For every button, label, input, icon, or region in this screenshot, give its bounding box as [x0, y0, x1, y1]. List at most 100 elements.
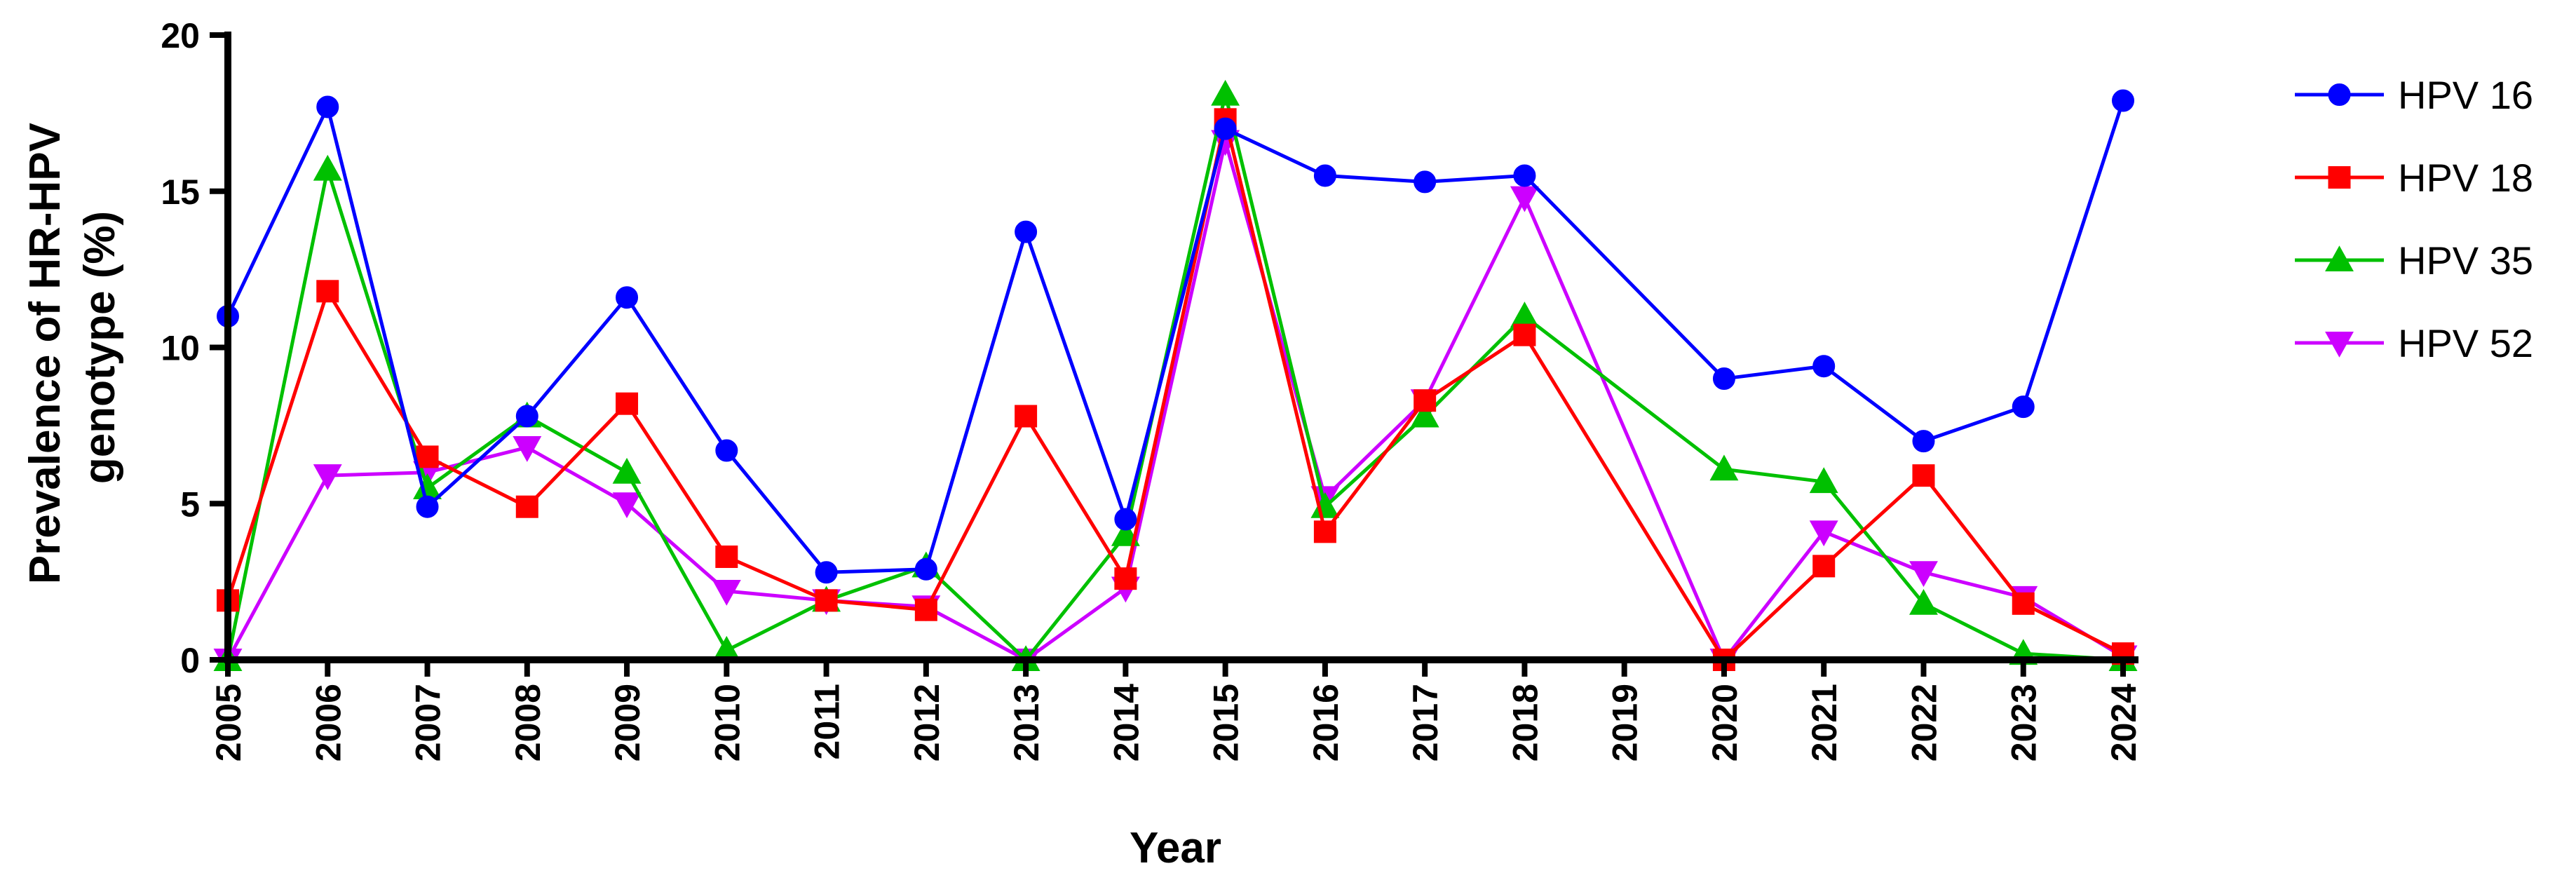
data-point-hpv-18-2006 [316, 280, 339, 303]
data-point-hpv-16-2023 [2012, 395, 2035, 419]
data-point-hpv-52-2021 [1809, 520, 1838, 547]
x-tick-label: 2009 [608, 684, 647, 761]
legend-item-hpv-16: HPV 16 [2295, 73, 2533, 117]
data-point-hpv-18-2011 [815, 589, 838, 612]
data-point-hpv-35-2022 [1909, 589, 1938, 615]
data-point-hpv-18-2023 [2012, 592, 2035, 615]
legend-label-hpv-18: HPV 18 [2398, 156, 2533, 200]
data-point-hpv-52-2022 [1909, 561, 1938, 588]
data-point-hpv-52-2010 [712, 579, 741, 606]
data-point-hpv-18-2016 [1313, 520, 1336, 543]
data-point-hpv-16-2011 [815, 561, 838, 584]
data-point-hpv-18-2007 [416, 445, 439, 468]
series-hpv-16 [217, 89, 2134, 584]
data-point-hpv-35-2018 [1510, 302, 1539, 327]
x-tick-label: 2005 [209, 684, 248, 761]
data-point-hpv-18-2008 [515, 495, 538, 518]
data-point-hpv-52-2009 [612, 492, 642, 519]
data-point-hpv-16-2017 [1414, 170, 1437, 194]
series-hpv-35 [213, 79, 2138, 671]
data-point-hpv-18-2022 [1912, 464, 1935, 487]
data-point-hpv-18-2012 [914, 598, 937, 621]
data-point-hpv-16-2012 [914, 557, 937, 581]
y-tick-label: 10 [161, 329, 200, 368]
data-point-hpv-18-2013 [1015, 405, 1038, 428]
x-tick-label: 2012 [907, 684, 947, 761]
x-tick-label: 2023 [2005, 684, 2044, 761]
data-point-hpv-18-2021 [1812, 555, 1836, 578]
y-tick-label: 5 [180, 485, 200, 524]
data-point-hpv-52-2018 [1510, 186, 1539, 212]
data-point-hpv-16-2009 [616, 286, 639, 309]
data-point-hpv-18-2017 [1414, 389, 1437, 412]
data-point-hpv-35-2014 [1111, 520, 1140, 546]
legend: HPV 16 HPV 18 HPV 35 HPV 52 [2295, 73, 2533, 365]
x-tick-label: 2010 [707, 684, 747, 761]
x-ticks: 2005 2006 2007 2008 2009 2010 2011 2012 2013 2014… [209, 660, 2143, 761]
legend-label-hpv-16: HPV 16 [2398, 73, 2533, 117]
x-tick-label: 2015 [1207, 684, 1246, 761]
data-point-hpv-16-2016 [1313, 164, 1336, 187]
series-hpv-52 [213, 130, 2138, 675]
data-point-hpv-18-2009 [616, 392, 639, 415]
data-point-hpv-16-2008 [515, 405, 538, 428]
y-tick-label: 15 [161, 172, 200, 212]
x-tick-label: 2022 [1904, 684, 1944, 761]
data-point-hpv-16-2018 [1513, 164, 1536, 187]
data-point-hpv-16-2020 [1712, 367, 1735, 391]
data-point-hpv-18-2010 [715, 545, 738, 568]
legend-marker-hpv-52 [2325, 332, 2354, 358]
y-axis-title-line-1: Prevalence of HR-HPV [21, 123, 69, 584]
data-point-hpv-35-2009 [612, 457, 642, 484]
y-tick-label: 20 [161, 16, 200, 55]
series-hpv-18 [217, 108, 2134, 671]
data-point-hpv-52-2006 [313, 464, 342, 490]
data-point-hpv-16-2015 [1214, 117, 1237, 140]
data-point-hpv-16-2014 [1114, 508, 1137, 531]
legend-item-hpv-18: HPV 18 [2295, 156, 2533, 200]
x-tick-label: 2016 [1306, 684, 1345, 761]
legend-item-hpv-35: HPV 35 [2295, 238, 2533, 283]
series-line-hpv-18 [226, 117, 2124, 662]
x-tick-label: 2017 [1406, 684, 1445, 761]
data-point-hpv-35-2007 [413, 473, 442, 499]
y-tick-label: 0 [180, 641, 200, 680]
x-axis-title: Year [1130, 824, 1221, 872]
x-tick-label: 2011 [808, 684, 847, 759]
data-point-hpv-35-2017 [1410, 401, 1439, 428]
data-point-hpv-16-2024 [2112, 89, 2134, 112]
y-ticks: 0 5 10 15 20 [161, 16, 228, 680]
x-tick-label: 2024 [2104, 684, 2143, 761]
y-axis-title: Prevalence of HR-HPV genotype (%) [21, 111, 124, 584]
data-point-hpv-35-2021 [1809, 467, 1838, 494]
data-point-hpv-35-2015 [1211, 79, 1240, 106]
x-tick-label: 2019 [1606, 684, 1645, 761]
data-point-hpv-16-2013 [1015, 220, 1038, 243]
legend-marker-hpv-35 [2325, 245, 2354, 271]
x-tick-label: 2021 [1805, 684, 1844, 761]
data-point-hpv-52-2008 [513, 436, 542, 462]
data-point-hpv-16-2010 [715, 439, 738, 462]
x-tick-label: 2007 [409, 684, 448, 761]
x-tick-label: 2018 [1505, 684, 1545, 761]
legend-label-hpv-52: HPV 52 [2398, 321, 2533, 365]
data-point-hpv-16-2022 [1912, 430, 1935, 453]
y-axis-title-line-2: genotype (%) [76, 211, 124, 484]
legend-label-hpv-35: HPV 35 [2398, 238, 2533, 283]
series-layer [213, 79, 2138, 675]
x-tick-label: 2020 [1705, 684, 1744, 761]
data-point-hpv-35-2006 [313, 154, 342, 181]
series-line-hpv-52 [226, 139, 2124, 662]
x-tick-label: 2006 [309, 684, 348, 761]
x-tick-label: 2014 [1106, 684, 1146, 761]
data-point-hpv-16-2021 [1812, 355, 1836, 378]
axes: 0 5 10 15 20 2005 2006 2007 2008 2009 2010 2011 201… [161, 16, 2143, 761]
legend-marker-hpv-18 [2328, 166, 2351, 189]
data-point-hpv-16-2007 [416, 495, 439, 518]
data-point-hpv-18-2018 [1513, 323, 1536, 346]
legend-marker-hpv-16 [2328, 83, 2351, 106]
x-tick-label: 2013 [1007, 684, 1046, 761]
data-point-hpv-18-2014 [1114, 567, 1137, 590]
legend-item-hpv-52: HPV 52 [2295, 321, 2533, 365]
